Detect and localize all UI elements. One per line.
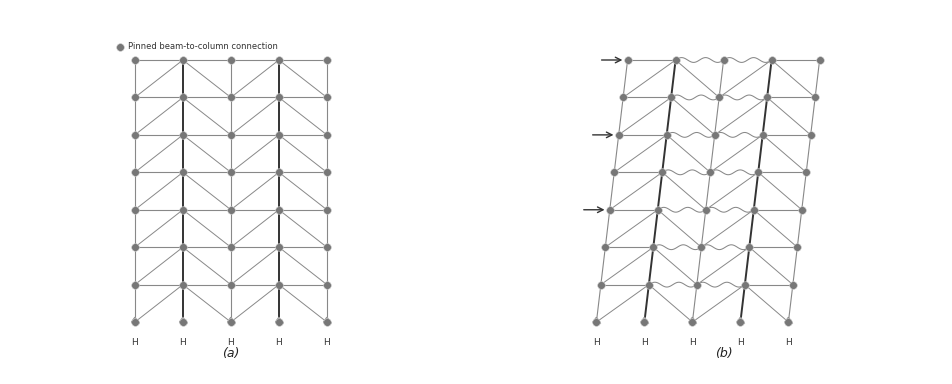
Text: H: H (228, 338, 234, 348)
Polygon shape (593, 317, 600, 322)
Polygon shape (324, 317, 330, 322)
Text: H: H (275, 338, 282, 348)
Text: H: H (785, 338, 792, 348)
Text: H: H (641, 338, 647, 348)
Polygon shape (131, 317, 138, 322)
Text: Pinned beam-to-column connection: Pinned beam-to-column connection (128, 42, 278, 51)
Text: H: H (180, 338, 187, 348)
Text: H: H (131, 338, 138, 348)
Text: (a): (a) (222, 347, 240, 360)
Polygon shape (737, 317, 744, 322)
Polygon shape (641, 317, 647, 322)
Polygon shape (689, 317, 696, 322)
Polygon shape (228, 317, 234, 322)
Text: H: H (324, 338, 330, 348)
Text: (b): (b) (715, 347, 732, 360)
Polygon shape (275, 317, 282, 322)
Polygon shape (785, 317, 792, 322)
Text: H: H (593, 338, 600, 348)
Polygon shape (180, 317, 187, 322)
Text: H: H (689, 338, 696, 348)
Text: H: H (737, 338, 744, 348)
